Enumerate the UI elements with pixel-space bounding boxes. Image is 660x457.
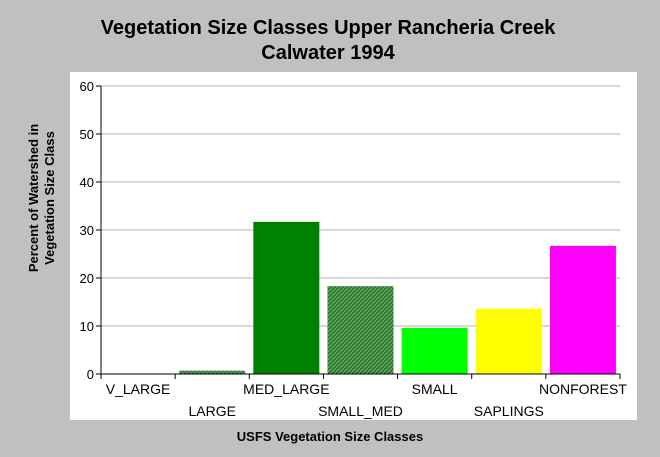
chart-subtitle: Calwater 1994 [261, 42, 395, 64]
bar-large [179, 370, 246, 374]
axes [96, 85, 621, 379]
gridlines [101, 85, 620, 327]
bar-med-large [253, 221, 320, 374]
chart-title: Vegetation Size Classes Upper Rancheria … [101, 17, 557, 39]
x-tick-labels: V_LARGE LARGE MED_LARGE SMALL_MED SMALL SAPLI… [106, 381, 628, 419]
y-tick-label: 10 [80, 319, 94, 334]
x-category-label: SMALL [412, 381, 458, 397]
y-tick-label: 50 [80, 127, 94, 142]
x-category-label: V_LARGE [106, 381, 171, 397]
y-tick-label: 30 [80, 223, 94, 238]
x-category-label: MED_LARGE [243, 381, 329, 397]
bar-nonforest [549, 245, 616, 374]
y-tick-label: 0 [87, 367, 94, 382]
bars [179, 221, 616, 374]
y-tick-label: 60 [80, 79, 94, 94]
x-category-label: LARGE [188, 403, 235, 419]
y-tick-label: 20 [80, 271, 94, 286]
x-category-label: SAPLINGS [474, 403, 544, 419]
y-axis-title-line-1: Percent of Watershed in [26, 124, 41, 272]
x-category-label: SMALL_MED [318, 403, 403, 419]
y-tick-labels: 0 10 20 30 40 50 60 [80, 79, 94, 382]
x-axis-title: USFS Vegetation Size Classes [237, 429, 423, 444]
bar-small-med [327, 286, 394, 374]
x-category-label: NONFOREST [539, 381, 627, 397]
y-axis-title-line-2: Vegetation Size Class [42, 131, 57, 265]
bar-small [401, 327, 468, 374]
y-tick-label: 40 [80, 175, 94, 190]
bar-saplings [475, 308, 542, 374]
